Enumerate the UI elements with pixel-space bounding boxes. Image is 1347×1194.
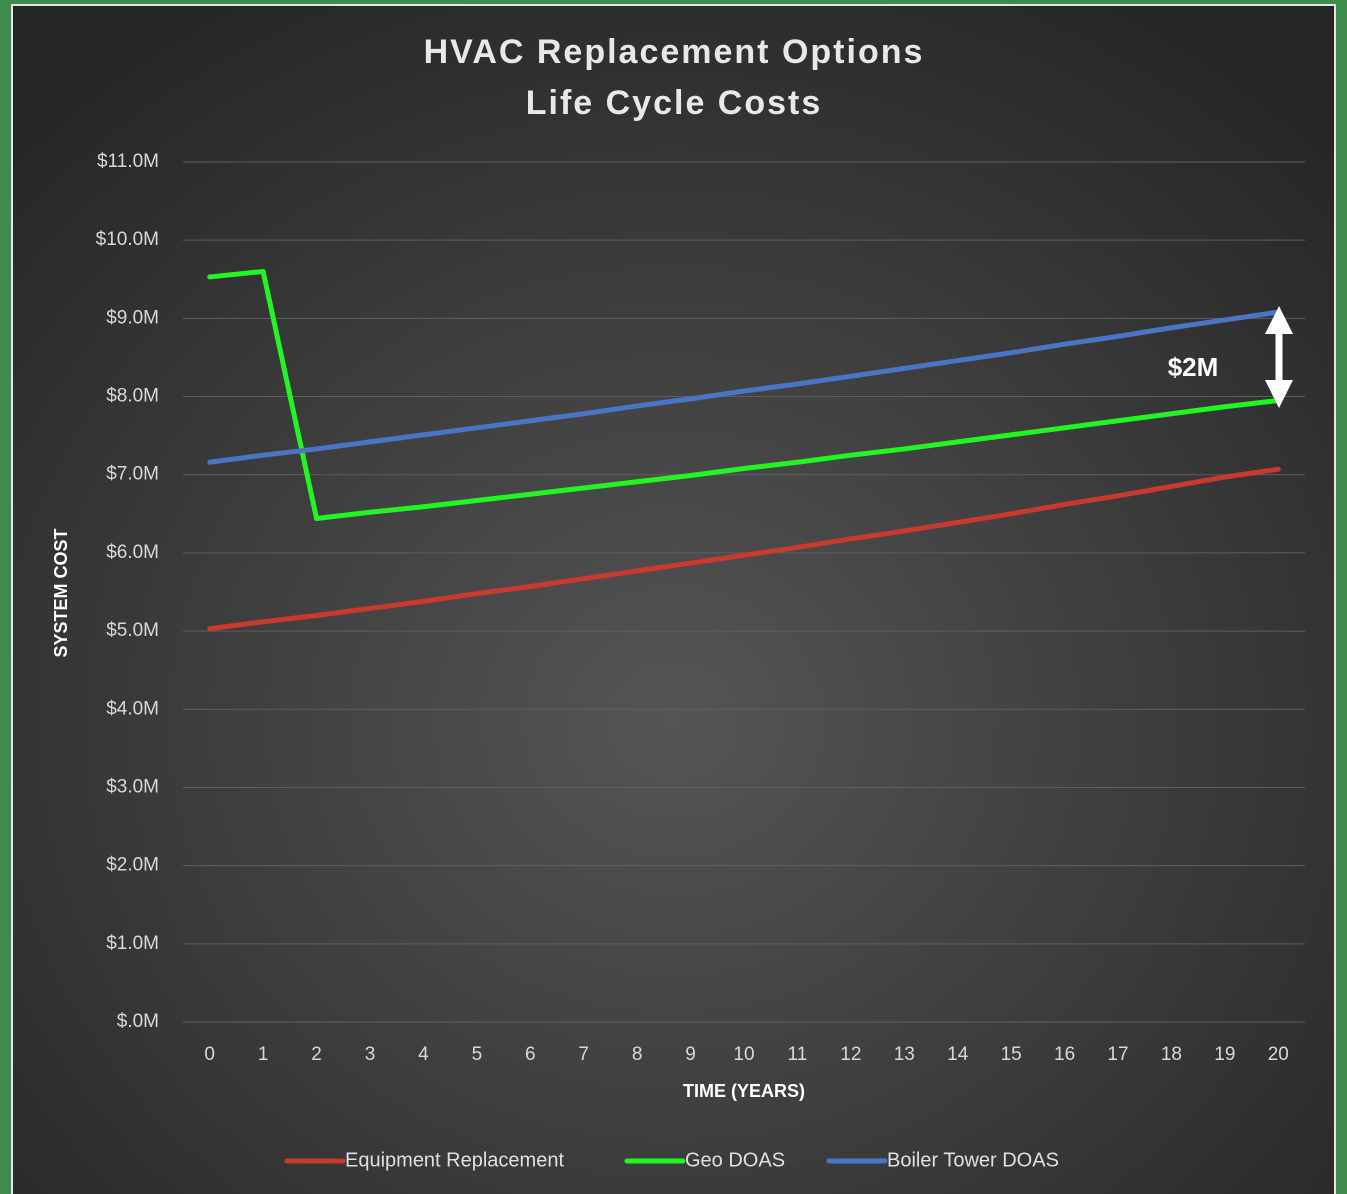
x-tick-label: 9 — [685, 1044, 696, 1065]
series-line — [207, 466, 1281, 632]
x-tick-label: 4 — [418, 1044, 429, 1065]
x-tick-label: 16 — [1054, 1044, 1075, 1065]
y-tick-label: $8.0M — [106, 386, 159, 407]
grid: $.0M $1.0M $2.0M $3.0M $4.0M $5.0M $6.0M $7.0M $… — [96, 151, 1305, 1065]
x-tick-label: 17 — [1107, 1044, 1128, 1065]
x-tick-label: 20 — [1268, 1044, 1289, 1065]
legend-label: Boiler Tower DOAS — [887, 1149, 1059, 1171]
y-tick-label: $5.0M — [106, 620, 159, 641]
legend-label: Geo DOAS — [685, 1149, 785, 1171]
annotation: $2M — [1168, 352, 1219, 382]
y-tick-label: $4.0M — [106, 698, 159, 719]
chart-background — [11, 4, 1336, 1194]
x-tick-label: 19 — [1214, 1044, 1235, 1065]
x-tick-label: 8 — [632, 1044, 643, 1065]
y-tick-label: $9.0M — [106, 307, 159, 328]
y-tick-label: $3.0M — [106, 776, 159, 797]
legend-label: Equipment Replacement — [345, 1149, 564, 1171]
x-tick-label: 15 — [1001, 1044, 1022, 1065]
y-tick-label: $10.0M — [96, 229, 159, 250]
x-tick-label: 11 — [788, 1044, 808, 1065]
series-line — [207, 309, 1281, 465]
y-tick-label: $1.0M — [106, 933, 159, 954]
x-tick-label: 5 — [472, 1044, 483, 1065]
x-tick-label: 2 — [311, 1044, 322, 1065]
chart-subtitle: Life Cycle Costs — [526, 84, 823, 122]
chart-title: HVAC Replacement Options — [424, 33, 925, 71]
x-tick-label: 13 — [894, 1044, 915, 1065]
x-tick-label: 10 — [733, 1044, 754, 1065]
y-tick-label: $11.0M — [97, 151, 159, 172]
y-axis-title: SYSTEM COST — [51, 528, 71, 657]
x-tick-label: 3 — [365, 1044, 376, 1065]
y-tick-label: $7.0M — [106, 464, 159, 485]
series-lines — [207, 268, 1281, 632]
x-tick-label: 0 — [204, 1044, 215, 1065]
x-tick-label: 7 — [578, 1044, 589, 1065]
y-tick-label: $6.0M — [106, 542, 159, 563]
x-tick-label: 6 — [525, 1044, 536, 1065]
legend: Equipment Replacement Geo DOAS Boiler Towe… — [284, 1149, 1059, 1171]
x-tick-label: 14 — [947, 1044, 969, 1065]
y-tick-label: $2.0M — [106, 855, 159, 876]
x-tick-label: 12 — [840, 1044, 861, 1065]
series-line — [207, 268, 1281, 522]
x-axis-title: TIME (YEARS) — [683, 1081, 805, 1101]
x-tick-label: 18 — [1161, 1044, 1182, 1065]
y-tick-label: $.0M — [117, 1011, 159, 1032]
x-tick-label: 1 — [258, 1044, 269, 1065]
